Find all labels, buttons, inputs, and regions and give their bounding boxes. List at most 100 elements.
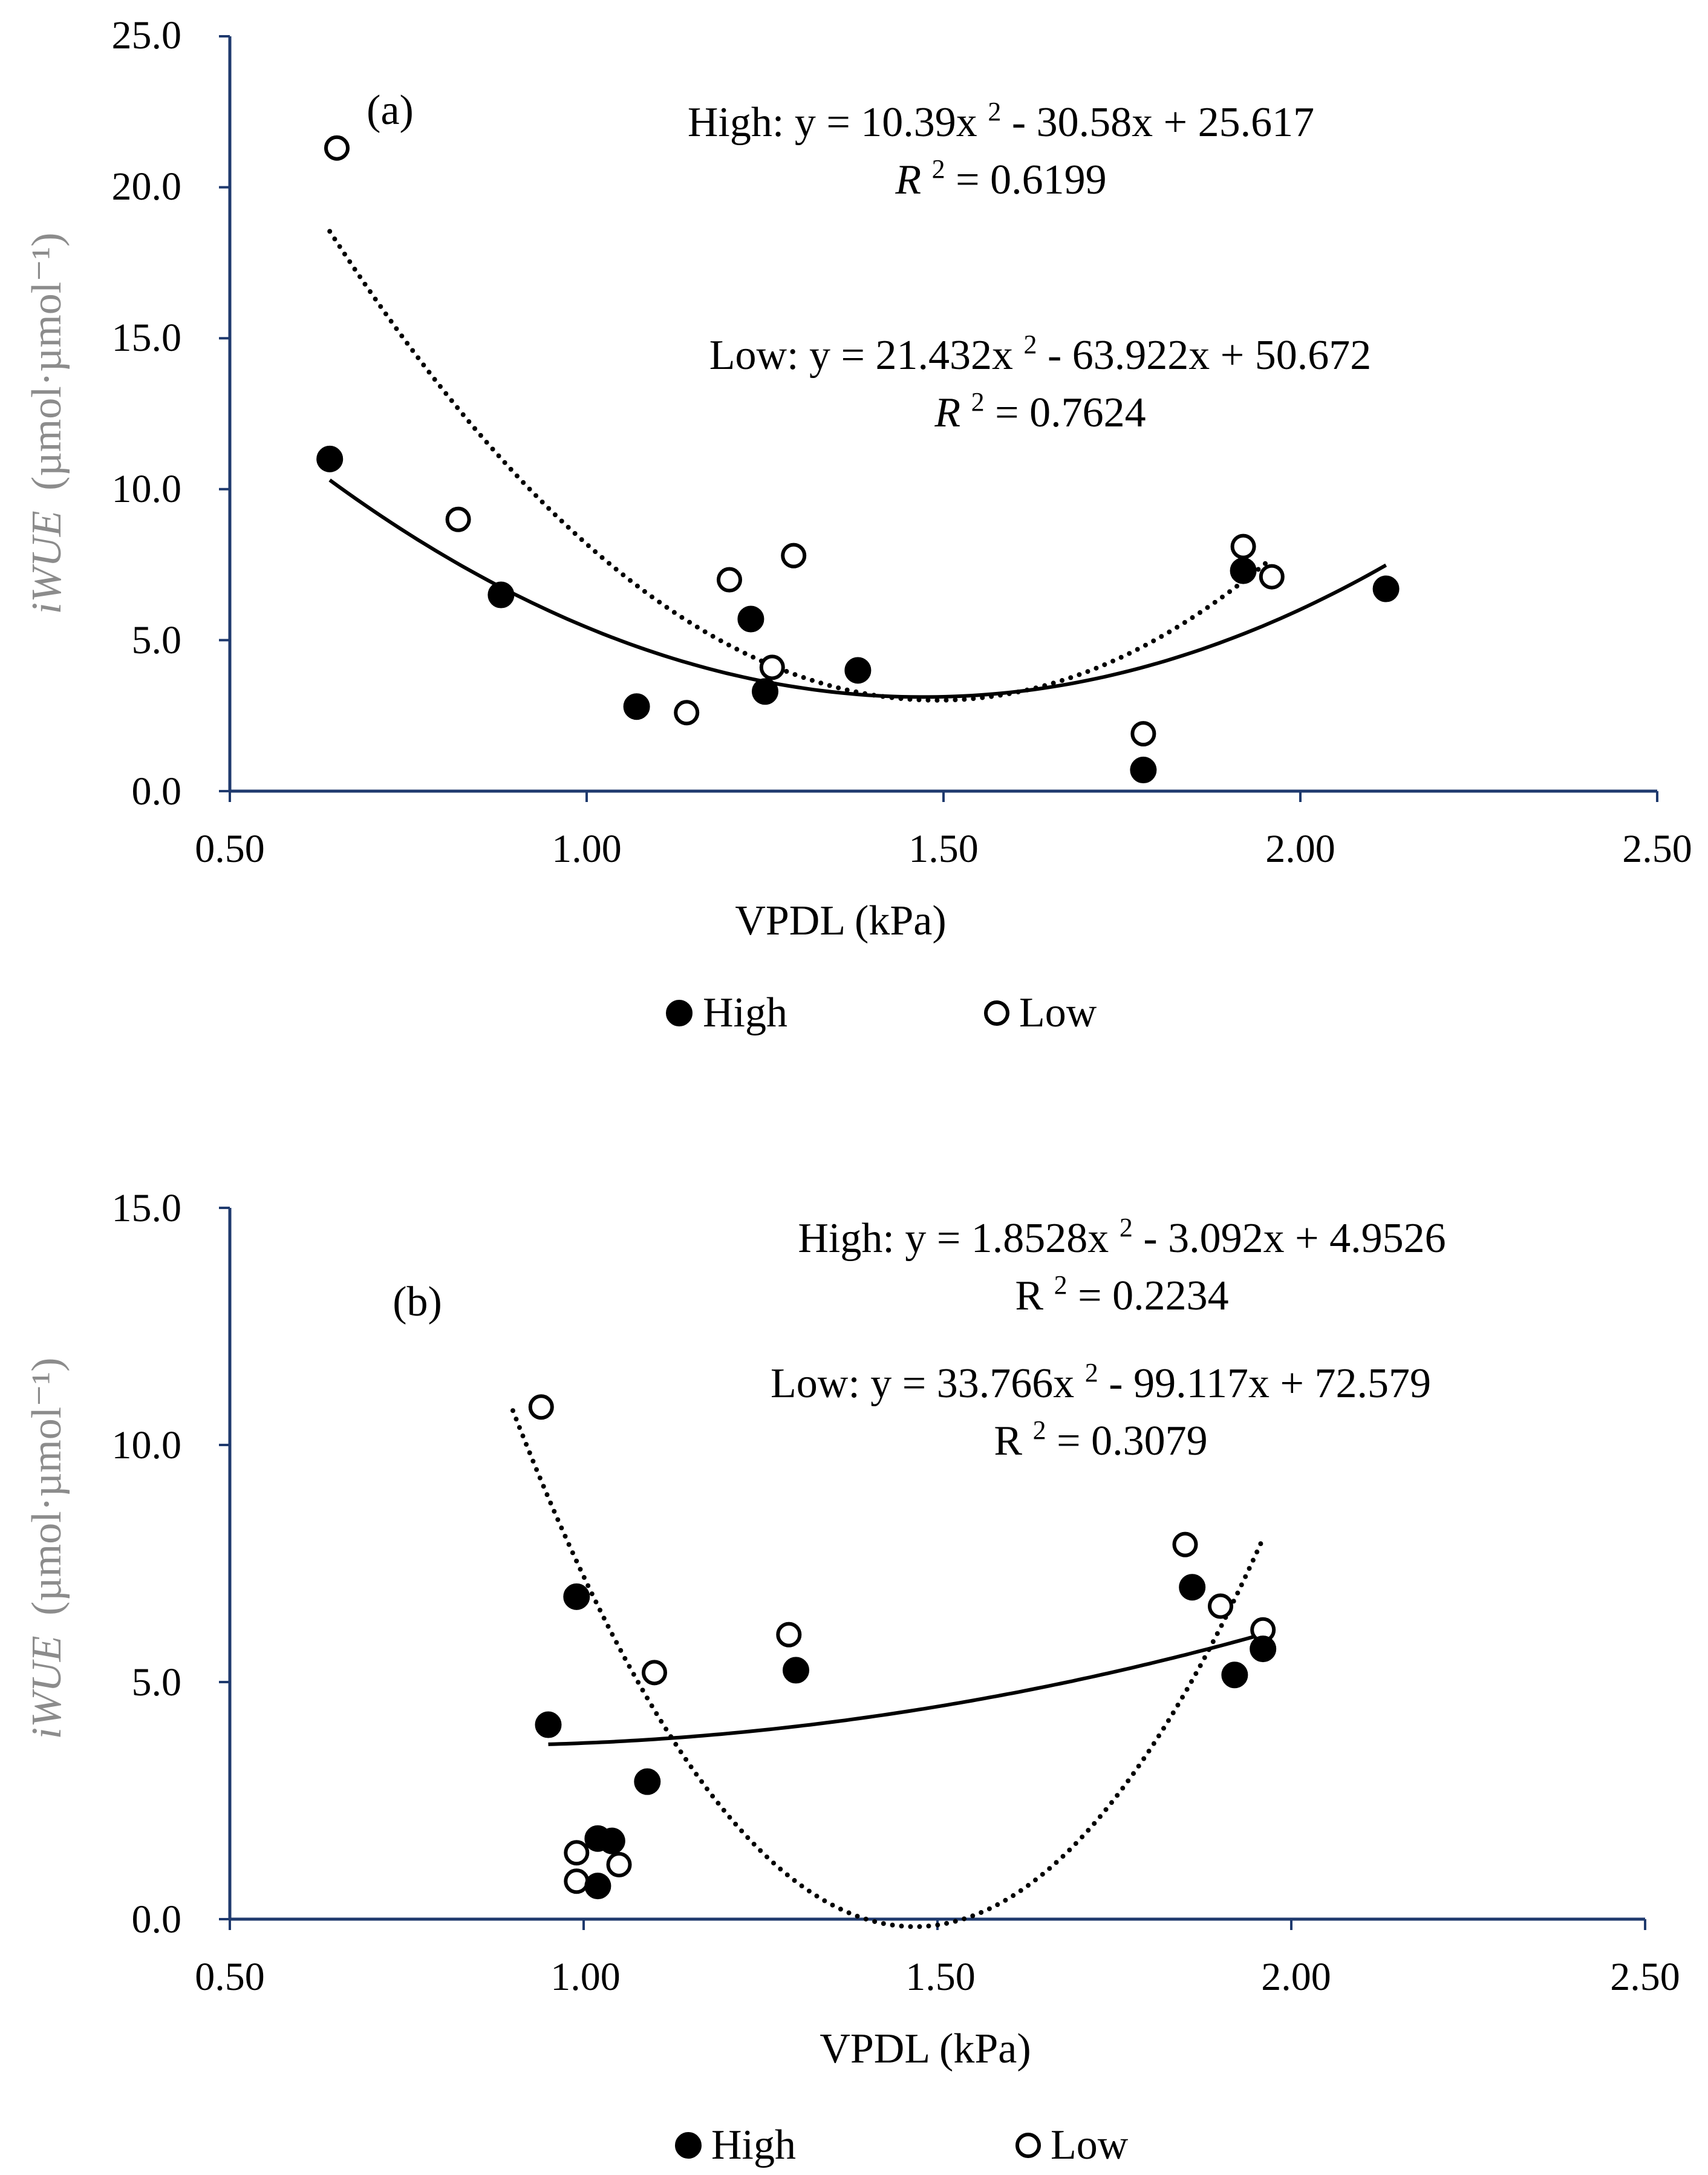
low-data-point: [564, 1840, 590, 1866]
panel-b-x-tick-label: 0.50: [195, 1955, 265, 1999]
panel-a-trendlines: [327, 229, 1387, 703]
panel-b-y-axis-title-italic: iWUE: [24, 1635, 70, 1739]
panel-a-y-tick-label: 15.0: [112, 316, 182, 360]
high-data-point: [584, 1873, 611, 1900]
r2-value: = 0.3079: [1057, 1418, 1207, 1464]
low-data-point: [445, 506, 471, 532]
low-data-point: [717, 567, 742, 593]
low-data-point: [1230, 533, 1256, 559]
high-trendline: [548, 1632, 1264, 1746]
eq-superscript: 2: [988, 97, 1001, 126]
eq-superscript: 2: [1120, 1213, 1133, 1242]
r2-symbol: R: [895, 157, 921, 203]
legend-high-marker: [675, 2132, 702, 2159]
panel-a-y-axis-title: iWUE (µmol·µmol⁻¹): [24, 233, 70, 615]
panel-b-x-tick-labels: 0.50 1.00 1.50 2.00 2.50: [195, 1955, 1680, 1999]
r2-superscript: 2: [1054, 1270, 1068, 1300]
legend-high-marker: [666, 1000, 693, 1026]
high-data-point: [623, 693, 650, 720]
r2-superscript: 2: [971, 387, 985, 417]
low-data-point: [606, 1851, 632, 1877]
eq-prefix: Low: y = 33.766x: [771, 1360, 1074, 1407]
r2-value: = 0.6199: [956, 157, 1106, 203]
high-data-point: [316, 445, 344, 472]
legend-high-label: High: [703, 990, 787, 1036]
high-data-point: [1221, 1661, 1248, 1689]
eq-suffix: - 30.58x + 25.617: [1012, 99, 1314, 146]
legend-low-label: Low: [1051, 2122, 1129, 2168]
eq-superscript: 2: [1023, 330, 1037, 359]
panel-a-y-tick-label: 0.0: [132, 769, 182, 814]
panel-b-r2-low-text: R 2 = 0.3079: [994, 1402, 1207, 1464]
high-data-point: [1372, 575, 1400, 602]
low-data-point: [1208, 1593, 1233, 1619]
high-data-point: [487, 581, 515, 608]
panel-b-x-tick-label: 2.50: [1610, 1955, 1680, 1999]
eq-prefix: High: y = 1.8528x: [798, 1215, 1109, 1262]
panel-a-axes: [219, 35, 1658, 802]
high-data-point: [1230, 557, 1257, 584]
panel-a-equation-high-text: High: y = 10.39x 2 - 30.58x + 25.617: [688, 83, 1314, 146]
legend-high-label: High: [711, 2122, 796, 2168]
low-data-point: [759, 654, 785, 680]
high-data-point: [563, 1583, 590, 1610]
r2-symbol: R: [1015, 1273, 1043, 1319]
panel-b-y-tick-label: 15.0: [112, 1186, 182, 1230]
panel-b-equation-high-text: High: y = 1.8528x 2 - 3.092x + 4.9526: [798, 1199, 1446, 1262]
panel-b-y-tick-labels: 0.0 5.0 10.0 15.0: [112, 1186, 182, 1942]
panel-a-r2-high-text: R 2 = 0.6199: [895, 141, 1106, 203]
panel-b-label: (b): [393, 1279, 442, 1325]
panel-b-x-axis-title: VPDL (kPa): [820, 2026, 1031, 2072]
eq-suffix: - 99.117x + 72.579: [1109, 1360, 1431, 1407]
low-data-point: [324, 135, 350, 161]
r2-value: = 0.7624: [995, 390, 1146, 436]
low-data-point: [674, 700, 700, 726]
panel-a-x-tick-label: 2.00: [1265, 827, 1335, 871]
panel-a-y-axis-title-units: (µmol·µmol⁻¹): [24, 233, 70, 491]
low-trendline: [510, 1408, 1266, 1929]
r2-superscript: 2: [1033, 1415, 1046, 1445]
low-data-point: [1172, 1531, 1198, 1557]
panel-a-markers: [316, 135, 1400, 784]
high-data-point: [737, 605, 764, 633]
low-data-point: [781, 543, 807, 569]
legend-low-label: Low: [1019, 990, 1097, 1036]
high-data-point: [1130, 757, 1157, 784]
panel-b-equation-low-text: Low: y = 33.766x 2 - 99.117x + 72.579: [771, 1345, 1431, 1407]
panel-b-legend: High Low: [675, 2122, 1129, 2168]
panel-a-label: (a): [367, 87, 414, 134]
eq-suffix: - 3.092x + 4.9526: [1143, 1215, 1446, 1262]
panel-b-markers: [528, 1394, 1277, 1900]
panel-b-y-axis-title: iWUE (µmol·µmol⁻¹): [24, 1358, 70, 1740]
high-data-point: [598, 1827, 625, 1854]
high-data-point: [1250, 1635, 1277, 1663]
low-data-point: [1259, 564, 1285, 590]
eq-prefix: Low: y = 21.432x: [709, 332, 1013, 379]
high-data-point: [1179, 1574, 1206, 1601]
low-data-point: [1130, 721, 1156, 747]
low-data-point: [776, 1622, 802, 1648]
panel-b-y-tick-label: 10.0: [112, 1423, 182, 1467]
panel-b-trendlines: [510, 1408, 1266, 1929]
chart-panel-a: 0.50 1.00 1.50 2.00 2.50 0.0 5.0 10.0 15…: [24, 13, 1692, 1036]
panel-a-y-tick-label: 25.0: [112, 13, 182, 57]
panel-a-y-tick-label: 5.0: [132, 618, 182, 662]
r2-symbol: R: [994, 1418, 1022, 1464]
panel-b-y-tick-label: 0.0: [132, 1897, 182, 1942]
panel-a-y-tick-label: 10.0: [112, 467, 182, 511]
eq-suffix: - 63.922x + 50.672: [1048, 332, 1371, 379]
high-data-point: [752, 678, 778, 705]
r2-value: = 0.2234: [1078, 1273, 1228, 1319]
panel-a-r2-low-text: R 2 = 0.7624: [934, 374, 1146, 436]
panel-b-x-tick-label: 2.00: [1261, 1955, 1331, 1999]
panel-a-equation-low: Low: y = 21.432x 2 - 63.922x + 50.672 R …: [709, 330, 1372, 436]
panel-a-x-tick-label: 1.50: [908, 827, 979, 871]
high-data-point: [634, 1768, 661, 1795]
panel-a-y-axis-title-italic: iWUE: [24, 510, 70, 614]
r2-superscript: 2: [932, 154, 945, 184]
panel-b-y-tick-label: 5.0: [132, 1660, 182, 1704]
panel-a-x-tick-label: 0.50: [195, 827, 265, 871]
legend-low-marker: [1015, 2133, 1041, 2158]
legend-low-marker: [984, 1000, 1009, 1026]
